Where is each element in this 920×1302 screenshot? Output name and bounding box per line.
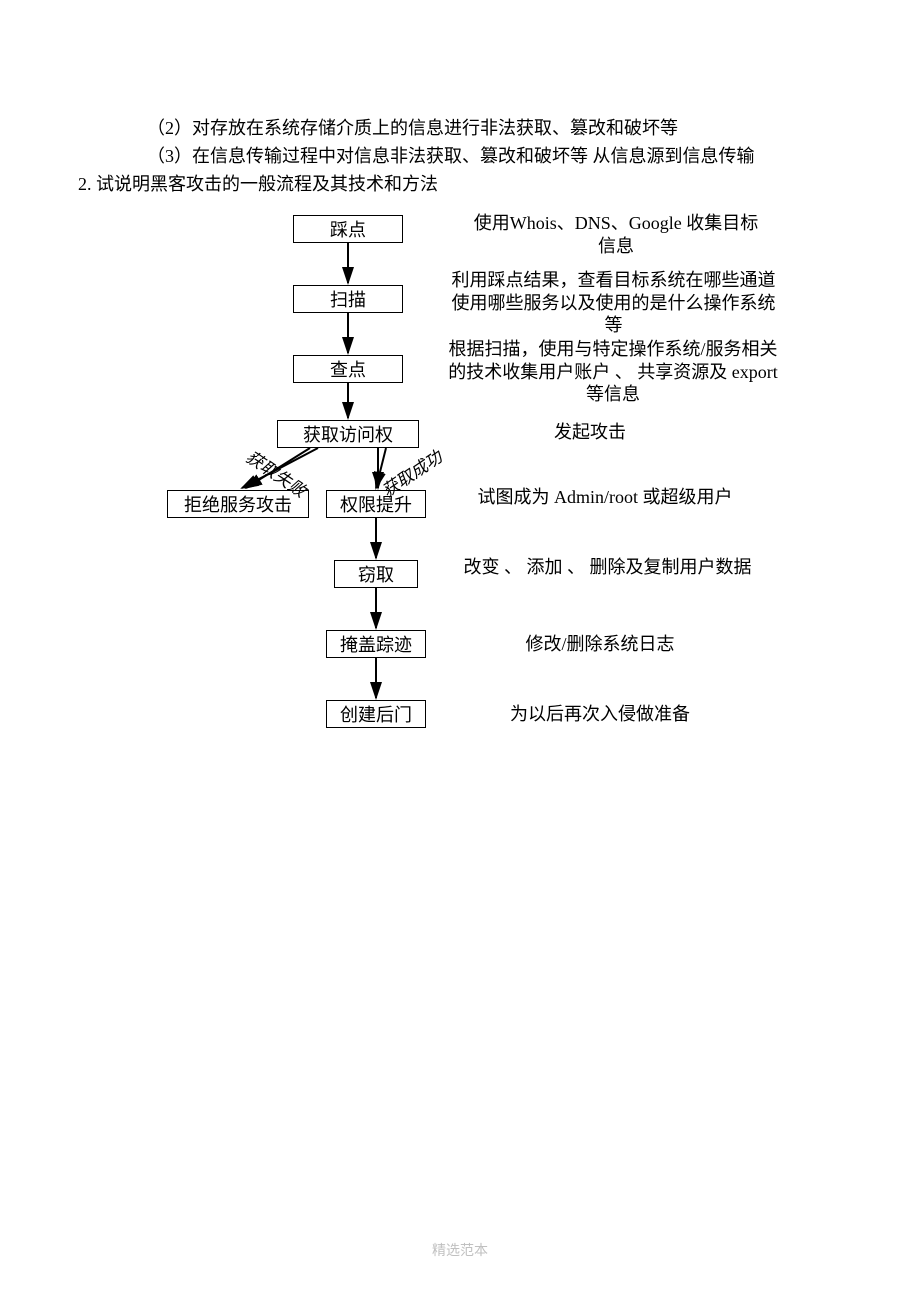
flow-node-saomiao: 扫描 <box>293 285 403 313</box>
flow-desc-6: 改变 、 添加 、 删除及复制用户数据 <box>460 556 755 579</box>
flow-desc-5: 试图成为 Admin/root 或超级用户 <box>460 486 750 509</box>
flow-node-chadian: 查点 <box>293 355 403 383</box>
page: （2）对存放在系统存储介质上的信息进行非法获取、篡改和破坏等 （3）在信息传输过… <box>0 0 920 1302</box>
flow-node-privesc-label: 权限提升 <box>340 491 412 517</box>
flow-node-chadian-label: 查点 <box>330 356 366 382</box>
flow-node-privesc: 权限提升 <box>326 490 426 518</box>
flow-desc-3: 根据扫描，使用与特定操作系统/服务相关的技术收集用户账户 、 共享资源及 exp… <box>443 338 783 406</box>
flow-node-caidian-label: 踩点 <box>330 216 366 242</box>
flow-node-steal-label: 窃取 <box>358 561 394 587</box>
flow-node-saomiao-label: 扫描 <box>330 286 366 312</box>
flow-desc-1: 使用Whois、DNS、Google 收集目标信息 <box>466 212 766 257</box>
flow-node-access: 获取访问权 <box>277 420 419 448</box>
flow-node-cover-label: 掩盖踪迹 <box>340 631 412 657</box>
paragraph-2: （2）对存放在系统存储介质上的信息进行非法获取、篡改和破坏等 <box>147 115 678 142</box>
flow-node-cover: 掩盖踪迹 <box>326 630 426 658</box>
flow-node-backdoor: 创建后门 <box>326 700 426 728</box>
question-2: 2. 试说明黑客攻击的一般流程及其技术和方法 <box>78 171 438 198</box>
flow-desc-8: 为以后再次入侵做准备 <box>475 703 725 726</box>
flow-desc-7: 修改/删除系统日志 <box>490 633 710 656</box>
flow-desc-4: 发起攻击 <box>525 421 655 444</box>
flow-desc-2: 利用踩点结果，查看目标系统在哪些通道使用哪些服务以及使用的是什么操作系统等 <box>446 269 781 337</box>
flow-node-dos-label: 拒绝服务攻击 <box>184 491 292 517</box>
flow-node-caidian: 踩点 <box>293 215 403 243</box>
footer-text: 精选范本 <box>410 1240 510 1260</box>
paragraph-3: （3）在信息传输过程中对信息非法获取、篡改和破坏等 从信息源到信息传输 <box>147 143 755 170</box>
flow-node-backdoor-label: 创建后门 <box>340 701 412 727</box>
flow-node-steal: 窃取 <box>334 560 418 588</box>
flow-node-access-label: 获取访问权 <box>303 421 393 447</box>
